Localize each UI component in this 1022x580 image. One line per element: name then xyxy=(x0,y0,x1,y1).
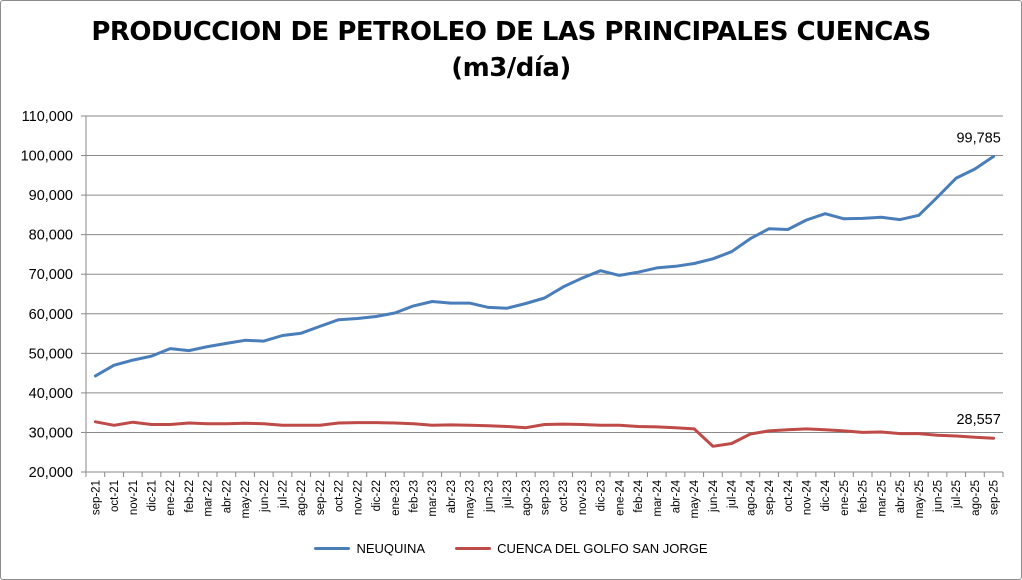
x-tick-label: oct-24 xyxy=(783,479,795,512)
y-tick-label: 100,000 xyxy=(21,149,73,165)
x-tick-label: may-24 xyxy=(689,479,701,518)
x-tick-label: ago-23 xyxy=(521,480,533,516)
chart-legend: NEUQUINA CUENCA DEL GOLFO SAN JORGE xyxy=(0,541,1022,556)
legend-item-neuquina: NEUQUINA xyxy=(314,541,425,556)
legend-item-golfo-san-jorge: CUENCA DEL GOLFO SAN JORGE xyxy=(455,541,708,556)
x-tick-label: jun-23 xyxy=(483,480,495,513)
x-tick-label: nov-22 xyxy=(352,480,364,515)
x-tick-label: dic-21 xyxy=(147,480,159,511)
x-tick-label: ago-24 xyxy=(745,479,757,515)
data-label-neuquina: 99,785 xyxy=(956,130,1000,146)
y-tick-label: 110,000 xyxy=(22,109,73,125)
y-tick-label: 30,000 xyxy=(29,425,73,441)
y-tick-label: 40,000 xyxy=(29,386,73,402)
x-tick-label: ene-24 xyxy=(614,479,626,515)
x-tick-label: sep-22 xyxy=(315,480,327,515)
legend-swatch-golfo-san-jorge xyxy=(455,547,492,550)
x-tick-label: ago-22 xyxy=(296,480,308,516)
x-tick-label: ene-23 xyxy=(390,480,402,516)
x-tick-label: feb-24 xyxy=(633,479,645,512)
legend-label-neuquina: NEUQUINA xyxy=(356,541,426,556)
x-tick-label: sep-23 xyxy=(540,480,552,515)
y-tick-label: 20,000 xyxy=(29,465,73,481)
legend-label-golfo-san-jorge: CUENCA DEL GOLFO SAN JORGE xyxy=(497,541,708,556)
y-tick-label: 80,000 xyxy=(29,228,73,244)
x-tick-label: nov-24 xyxy=(802,479,814,515)
x-tick-label: nov-21 xyxy=(128,480,140,515)
x-tick-label: dic-24 xyxy=(820,479,832,511)
x-tick-label: mar-25 xyxy=(876,480,888,516)
x-tick-label: ene-22 xyxy=(165,480,177,516)
x-tick-label: jul-22 xyxy=(278,480,290,509)
x-tick-label: abr-23 xyxy=(446,480,458,513)
x-tick-label: sep-21 xyxy=(90,480,102,515)
x-tick-label: feb-23 xyxy=(409,480,421,513)
x-tick-label: mar-24 xyxy=(652,479,664,516)
x-tick-label: jun-24 xyxy=(708,479,720,513)
x-tick-label: ene-25 xyxy=(839,480,851,516)
x-tick-label: may-22 xyxy=(240,480,252,518)
x-tick-label: oct-23 xyxy=(558,480,570,512)
chart-title-line1: PRODUCCION DE PETROLEO DE LAS PRINCIPALE… xyxy=(91,17,931,47)
x-tick-label: ago-25 xyxy=(970,480,982,516)
x-tick-label: nov-23 xyxy=(577,480,589,515)
x-tick-label: oct-21 xyxy=(109,480,121,512)
x-tick-label: jun-25 xyxy=(933,480,945,513)
chart-title-line2: (m3/día) xyxy=(451,53,571,83)
y-tick-label: 90,000 xyxy=(29,188,73,204)
series-line-golfo-san-jorge xyxy=(93,420,996,448)
y-tick-label: 60,000 xyxy=(29,307,73,323)
x-tick-label: may-25 xyxy=(914,480,926,518)
x-tick-label: feb-25 xyxy=(858,480,870,513)
data-label-golfo-san-jorge: 28,557 xyxy=(956,412,1000,428)
x-tick-label: mar-23 xyxy=(427,480,439,516)
x-tick-label: mar-22 xyxy=(203,480,215,516)
x-tick-label: jul-23 xyxy=(502,480,514,509)
legend-swatch-neuquina xyxy=(314,547,351,550)
x-tick-label: dic-22 xyxy=(371,480,383,511)
y-tick-label: 70,000 xyxy=(29,267,73,283)
series-line-neuquina xyxy=(93,154,996,378)
x-tick-label: jun-22 xyxy=(259,480,271,513)
x-tick-label: abr-24 xyxy=(671,479,683,513)
x-tick-label: sep-24 xyxy=(764,479,776,515)
x-tick-label: oct-22 xyxy=(334,480,346,512)
x-tick-label: feb-22 xyxy=(184,480,196,513)
chart-title: PRODUCCION DE PETROLEO DE LAS PRINCIPALE… xyxy=(0,14,1022,86)
x-tick-label: jul-25 xyxy=(951,480,963,509)
x-tick-label: may-23 xyxy=(465,480,477,518)
x-tick-label: jul-24 xyxy=(727,479,739,509)
x-tick-label: sep-25 xyxy=(989,480,1001,515)
x-tick-label: dic-23 xyxy=(596,480,608,511)
x-tick-label: abr-25 xyxy=(895,480,907,513)
y-tick-label: 50,000 xyxy=(29,346,73,362)
x-tick-label: abr-22 xyxy=(221,480,233,513)
